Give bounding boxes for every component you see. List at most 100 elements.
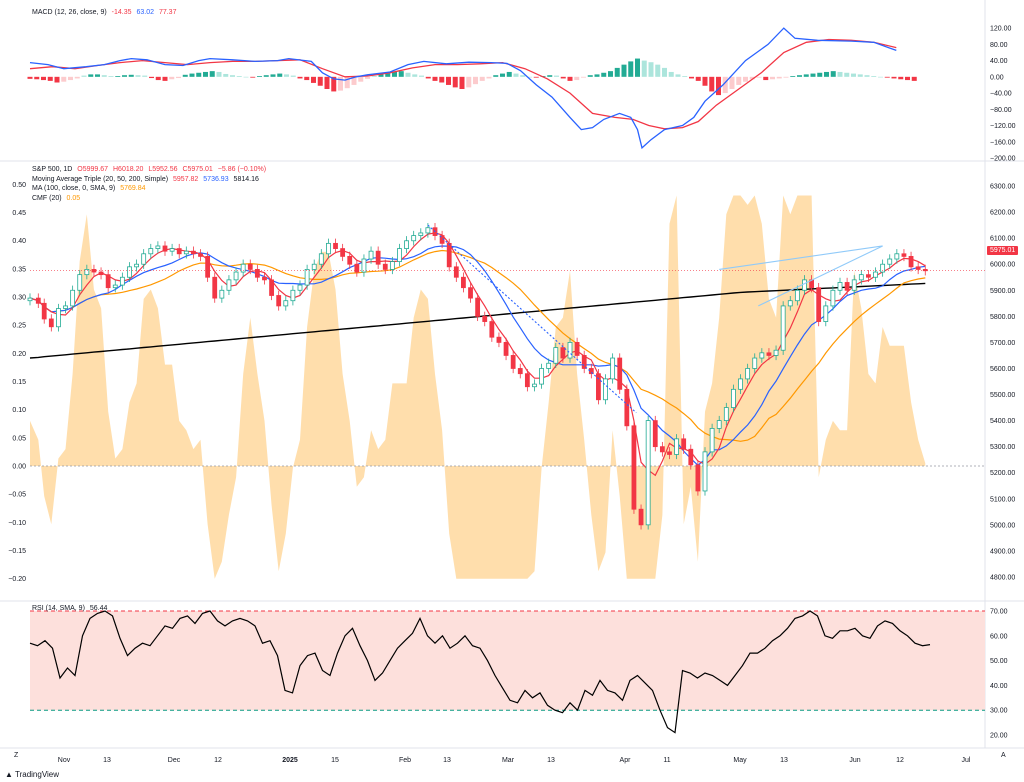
- candle-body: [411, 235, 417, 242]
- ma100-row[interactable]: MA (100, close, 0, SMA, 9) 5769.84: [32, 184, 269, 194]
- macd-hist-bar: [236, 76, 242, 77]
- macd-hist-bar: [459, 76, 465, 89]
- macd-hist-bar: [614, 67, 620, 77]
- cmf-y-tick: 0.25: [12, 323, 26, 330]
- tradingview-logo-icon: ▲: [5, 770, 13, 779]
- macd-hist-bar: [790, 76, 796, 77]
- macd-hist-bar: [567, 76, 573, 81]
- candle-body: [489, 321, 495, 338]
- macd-hist-bar: [250, 76, 256, 78]
- candle-body: [283, 300, 289, 307]
- ma20-value: 5957.82: [173, 175, 199, 183]
- candle-body: [915, 266, 921, 270]
- symbol-row[interactable]: S&P 500, 1D O5999.67 H6018.20 L5952.56 C…: [32, 165, 269, 175]
- tradingview-logo[interactable]: ▲ TradingView: [5, 770, 59, 779]
- candle-body: [844, 282, 850, 291]
- macd-hist-bar: [621, 64, 627, 77]
- downtrend-line[interactable]: [427, 224, 637, 414]
- macd-hist-bar: [263, 75, 269, 77]
- candle-body: [659, 446, 665, 453]
- candle-body: [368, 250, 374, 260]
- price-y-tick: 5500.00: [990, 392, 1015, 399]
- macd-hist-bar: [284, 74, 289, 77]
- macd-hist-bar: [128, 74, 134, 77]
- price-panel[interactable]: [27, 195, 985, 579]
- macd-hist-bar: [581, 76, 586, 78]
- macd-y-tick: −120.00: [990, 123, 1016, 130]
- macd-hist-bar: [486, 76, 492, 79]
- candle-body: [326, 242, 331, 255]
- candle-body: [873, 271, 878, 278]
- macd-hist-bar: [358, 76, 364, 82]
- price-legend[interactable]: S&P 500, 1D O5999.67 H6018.20 L5952.56 C…: [32, 165, 269, 203]
- macd-hist-bar: [243, 76, 249, 78]
- macd-hist-bar: [884, 76, 890, 78]
- macd-hist-bar: [648, 62, 654, 77]
- candle-body: [112, 284, 118, 289]
- candle-body: [780, 305, 786, 351]
- macd-hist-bar: [594, 74, 600, 77]
- macd-hist-bar: [587, 75, 593, 77]
- macd-hist-bar: [385, 73, 391, 77]
- ma100-line: [29, 249, 926, 442]
- macd-hist-bar: [398, 71, 404, 77]
- macd-hist-bar: [864, 75, 870, 77]
- candle-body: [48, 318, 54, 328]
- cmf-value: 0.05: [66, 194, 81, 202]
- macd-y-tick: 120.00: [990, 26, 1012, 33]
- cmf-y-tick: 0.30: [12, 294, 26, 301]
- candle-body: [610, 357, 616, 380]
- macd-hist-bar: [88, 74, 94, 77]
- candle-body: [141, 253, 147, 265]
- macd-hist-bar: [311, 76, 316, 83]
- candle-body: [738, 378, 743, 390]
- candle-body: [510, 355, 516, 369]
- candle-body: [468, 287, 473, 299]
- cmf-y-tick: −0.10: [8, 520, 26, 527]
- macd-hist-bar: [736, 76, 742, 85]
- rsi-panel[interactable]: [29, 610, 985, 734]
- candle-body: [262, 276, 267, 281]
- candle-body: [887, 258, 893, 265]
- cmf-y-tick: 0.20: [12, 351, 26, 358]
- macd-hist-bar: [290, 75, 296, 77]
- candle-body: [638, 508, 644, 526]
- rsi-legend[interactable]: RSI (14, SMA, 9) 56.44: [32, 604, 110, 614]
- macd-hist-bar: [776, 76, 782, 79]
- ma-triple-row[interactable]: Moving Average Triple (20, 50, 200, Simp…: [32, 175, 269, 185]
- macd-hist-bar: [108, 76, 114, 77]
- macd-y-tick: −80.00: [990, 107, 1012, 114]
- macd-hist-bar: [432, 76, 438, 81]
- macd-hist-bar: [142, 75, 148, 77]
- corner-right-button[interactable]: A: [1001, 752, 1006, 759]
- candle-body: [581, 355, 587, 369]
- macd-hist-bar: [115, 76, 121, 77]
- macd-hist-bar: [155, 76, 161, 81]
- macd-hist-bar: [709, 76, 715, 92]
- x-axis-tick: Jun: [849, 757, 860, 764]
- macd-hist-bar: [81, 75, 87, 77]
- price-y-tick: 5100.00: [990, 496, 1015, 503]
- x-axis-tick: 2025: [282, 757, 298, 764]
- candle-body: [802, 279, 807, 291]
- candle-body: [709, 428, 715, 453]
- rising-wedge[interactable]: [719, 245, 883, 307]
- corner-left-button[interactable]: Z: [14, 752, 19, 759]
- macd-hist-bar: [412, 74, 418, 77]
- macd-panel[interactable]: [27, 27, 917, 150]
- price-y-tick: 5400.00: [990, 418, 1015, 425]
- cmf-row[interactable]: CMF (20) 0.05: [32, 194, 269, 204]
- macd-hist-bar: [378, 74, 384, 77]
- macd-legend[interactable]: MACD (12, 26, close, 9) -14.35 63.02 77.…: [32, 8, 179, 18]
- price-y-tick: 5900.00: [990, 288, 1015, 295]
- macd-signal-line: [29, 38, 897, 130]
- macd-y-tick: 80.00: [990, 42, 1008, 49]
- candle-body: [596, 373, 601, 401]
- candle-body: [681, 438, 687, 450]
- macd-hist-bar: [176, 76, 181, 79]
- price-y-tick: 5000.00: [990, 522, 1015, 529]
- candle-body: [674, 438, 679, 455]
- macd-line: [29, 27, 897, 150]
- candle-body: [752, 357, 758, 369]
